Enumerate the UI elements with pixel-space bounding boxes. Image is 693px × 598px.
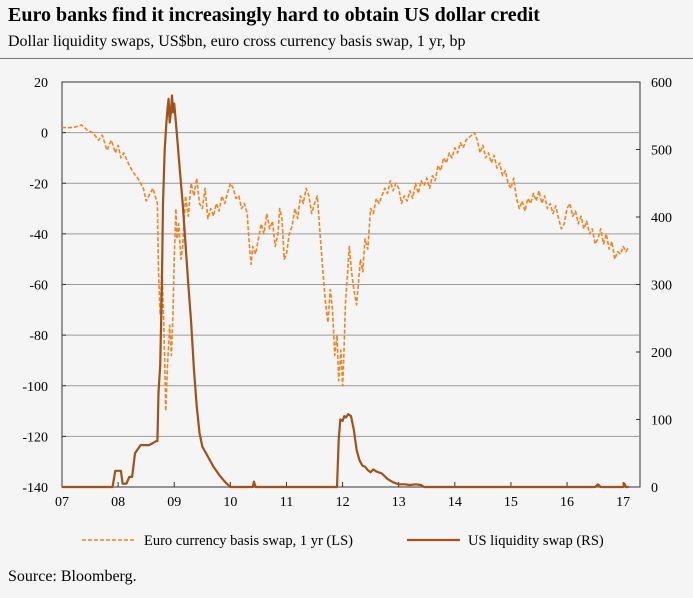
- legend-label-swap: US liquidity swap (RS): [468, 533, 604, 549]
- grid: [62, 132, 640, 437]
- source-note: Source: Bloomberg.: [8, 568, 137, 585]
- y-left-tick-label: -140: [22, 481, 48, 496]
- x-tick-label: 16: [560, 495, 574, 510]
- chart-subtitle: Dollar liquidity swaps, US$bn, euro cros…: [8, 33, 466, 50]
- y-right-tick-label: 500: [651, 144, 672, 159]
- liquidity-swap-line: [62, 94, 629, 489]
- x-tick-label: 12: [336, 495, 350, 510]
- y-axis-left: 20 0 -20 -40 -60 -80 -100 -120 -140: [22, 76, 66, 496]
- x-tick-label: 14: [448, 495, 462, 510]
- x-tick-label: 09: [167, 495, 181, 510]
- x-tick-label: 15: [504, 495, 518, 510]
- y-left-tick-label: -60: [29, 279, 48, 294]
- x-tick-label: 10: [223, 495, 237, 510]
- y-right-tick-label: 400: [651, 211, 672, 226]
- x-tick-label: 07: [55, 495, 69, 510]
- y-right-tick-label: 600: [651, 76, 672, 91]
- series-lines: [62, 94, 630, 489]
- y-axis-right: 600 500 400 300 200 100 0: [636, 76, 672, 496]
- x-tick-label: 17: [616, 495, 630, 510]
- y-right-tick-label: 0: [651, 481, 658, 496]
- x-axis: 07 08 09 10 11 12 13 14 15 16 17: [55, 482, 630, 510]
- y-left-tick-label: -120: [22, 430, 48, 445]
- x-tick-label: 13: [392, 495, 406, 510]
- basis-swap-line: [62, 124, 630, 412]
- y-right-tick-label: 100: [651, 414, 672, 429]
- title-divider: [0, 58, 693, 59]
- y-left-tick-label: -40: [29, 228, 48, 243]
- x-tick-label: 11: [280, 495, 293, 510]
- legend-label-basis: Euro currency basis swap, 1 yr (LS): [144, 533, 353, 549]
- y-left-tick-label: -80: [29, 329, 48, 344]
- y-right-tick-label: 300: [651, 279, 672, 294]
- y-left-tick-label: 0: [41, 127, 48, 142]
- x-tick-label: 08: [111, 495, 125, 510]
- chart-title: Euro banks find it increasingly hard to …: [8, 4, 540, 26]
- y-left-tick-label: 20: [34, 76, 48, 91]
- legend: Euro currency basis swap, 1 yr (LS) US li…: [82, 533, 604, 549]
- y-left-tick-label: -100: [22, 380, 48, 395]
- y-right-tick-label: 200: [651, 346, 672, 361]
- y-left-tick-label: -20: [29, 177, 48, 192]
